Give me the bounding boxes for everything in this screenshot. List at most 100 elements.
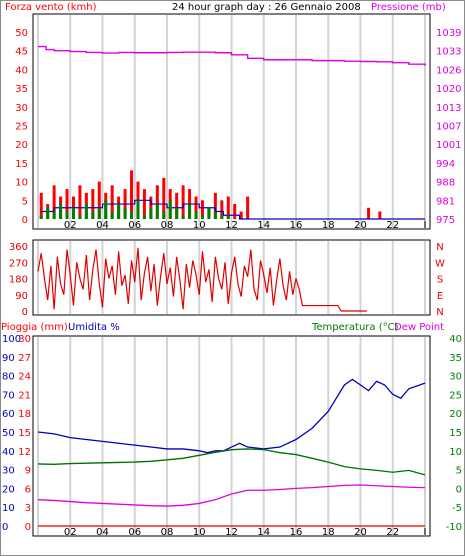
x-tick-label: 14 — [257, 220, 270, 231]
wind-tick-label: 45 — [15, 47, 28, 58]
pressure-tick-label: 1026 — [436, 65, 461, 76]
wind-tick-label: 15 — [15, 159, 28, 170]
x-tick-label: 20 — [354, 220, 367, 231]
humidity-tick-label: 40 — [2, 447, 15, 458]
compass-tick-label: S — [437, 275, 443, 286]
temperature-tick-label: 10 — [449, 447, 462, 458]
direction-tick-label: 270 — [9, 258, 28, 269]
wind-tick-label: 25 — [15, 122, 28, 133]
wind-direction-line — [37, 247, 367, 312]
x-tick-label: 08 — [161, 527, 174, 538]
humidity-tick-label: 30 — [2, 466, 15, 477]
rain-tick-label: 6 — [25, 484, 31, 495]
wind-tick-label: 5 — [22, 196, 28, 207]
x-tick-label: 10 — [193, 527, 206, 538]
humidity-axis-title: Umidita % — [68, 322, 120, 333]
pressure-tick-label: 994 — [436, 159, 455, 170]
rain-tick-label: 30 — [18, 334, 31, 345]
temperature-tick-label: 20 — [449, 409, 462, 420]
rain-tick-label: 18 — [18, 409, 31, 420]
x-tick-label: 22 — [386, 527, 399, 538]
pressure-tick-label: 975 — [436, 215, 455, 226]
x-tick-label: 18 — [322, 527, 335, 538]
compass-tick-label: N — [436, 242, 443, 253]
x-tick-label: 12 — [225, 527, 238, 538]
rain-tick-label: 12 — [18, 447, 31, 458]
humidity-tick-label: 50 — [2, 428, 15, 439]
rain-tick-label: 3 — [25, 503, 31, 514]
wind-tick-label: 50 — [15, 28, 28, 39]
temperature-tick-label: 35 — [449, 353, 462, 364]
x-tick-label: 12 — [225, 220, 238, 231]
pressure-tick-label: 988 — [436, 178, 455, 189]
temperature-tick-label: -5 — [452, 503, 462, 514]
x-tick-label: 02 — [64, 220, 77, 231]
direction-tick-label: 90 — [15, 291, 28, 302]
wind-tick-label: 40 — [15, 65, 28, 76]
pressure-tick-label: 1001 — [436, 140, 461, 151]
pressure-tick-label: 981 — [436, 196, 455, 207]
rain-tick-label: 15 — [18, 428, 31, 439]
direction-tick-label: 180 — [9, 275, 28, 286]
x-tick-label: 02 — [64, 527, 77, 538]
humidity-tick-label: 60 — [2, 409, 15, 420]
humidity-tick-label: 70 — [2, 390, 15, 401]
x-tick-label: I — [424, 220, 427, 231]
pressure-axis-title: Pressione (mb) — [371, 2, 446, 13]
x-tick-label: 20 — [354, 527, 367, 538]
pressure-tick-label: 1039 — [436, 28, 461, 39]
x-tick-label: 10 — [193, 220, 206, 231]
compass-tick-label: W — [435, 258, 445, 269]
humidity-tick-label: 80 — [2, 372, 15, 383]
pressure-tick-label: 1013 — [436, 103, 461, 114]
pressure-line — [38, 45, 426, 66]
rain-tick-label: 21 — [18, 390, 31, 401]
rain-axis-title: Pioggia (mm) — [1, 322, 68, 333]
compass-tick-label: E — [437, 291, 443, 302]
chart-title: 24 hour graph day : 26 Gennaio 2008 — [172, 2, 361, 13]
x-tick-label: 04 — [96, 527, 109, 538]
temperature-tick-label: -10 — [446, 522, 462, 533]
temperature-tick-label: 25 — [449, 390, 462, 401]
pressure-tick-label: 1007 — [436, 122, 461, 133]
wind-tick-label: 0 — [22, 215, 28, 226]
wind-tick-label: 10 — [15, 178, 28, 189]
x-tick-label: 06 — [128, 527, 141, 538]
temperature-tick-label: 15 — [449, 428, 462, 439]
temperature-tick-label: 40 — [449, 334, 462, 345]
wind-tick-label: 20 — [15, 140, 28, 151]
rain-tick-label: 0 — [25, 522, 31, 533]
pressure-tick-label: 1033 — [436, 47, 461, 58]
temperature-axis-title: Temperatura (°C) — [311, 322, 399, 333]
compass-tick-label: N — [436, 307, 443, 318]
x-tick-label: 22 — [386, 220, 399, 231]
direction-tick-label: 0 — [22, 307, 28, 318]
x-tick-label: 08 — [161, 220, 174, 231]
humidity-tick-label: 90 — [2, 353, 15, 364]
wind-tick-label: 35 — [15, 84, 28, 95]
x-tick-label: 18 — [322, 220, 335, 231]
direction-tick-label: 360 — [9, 242, 28, 253]
humidity-line — [37, 378, 426, 454]
x-tick-label: 14 — [257, 527, 270, 538]
x-tick-label: I — [424, 527, 427, 538]
rain-tick-label: 9 — [25, 466, 31, 477]
temperature-line — [37, 448, 426, 476]
x-tick-label: 06 — [128, 220, 141, 231]
rain-tick-label: 27 — [18, 353, 31, 364]
wind-tick-label: 30 — [15, 103, 28, 114]
dewpoint-line — [37, 484, 426, 507]
tick-label-layer: 0510152025303540455097598198899410011007… — [2, 28, 462, 538]
humidity-tick-label: 20 — [2, 484, 15, 495]
wind-axis-title: Forza vento (kmh) — [5, 2, 97, 13]
humidity-tick-label: 100 — [2, 334, 21, 345]
x-tick-label: 16 — [290, 220, 303, 231]
humidity-tick-label: 10 — [2, 503, 15, 514]
x-tick-label: 04 — [96, 220, 109, 231]
temperature-tick-label: 30 — [449, 372, 462, 383]
pressure-tick-label: 1020 — [436, 84, 461, 95]
humidity-tick-label: 0 — [2, 522, 8, 533]
temperature-tick-label: 5 — [456, 466, 462, 477]
rain-tick-label: 24 — [18, 372, 31, 383]
